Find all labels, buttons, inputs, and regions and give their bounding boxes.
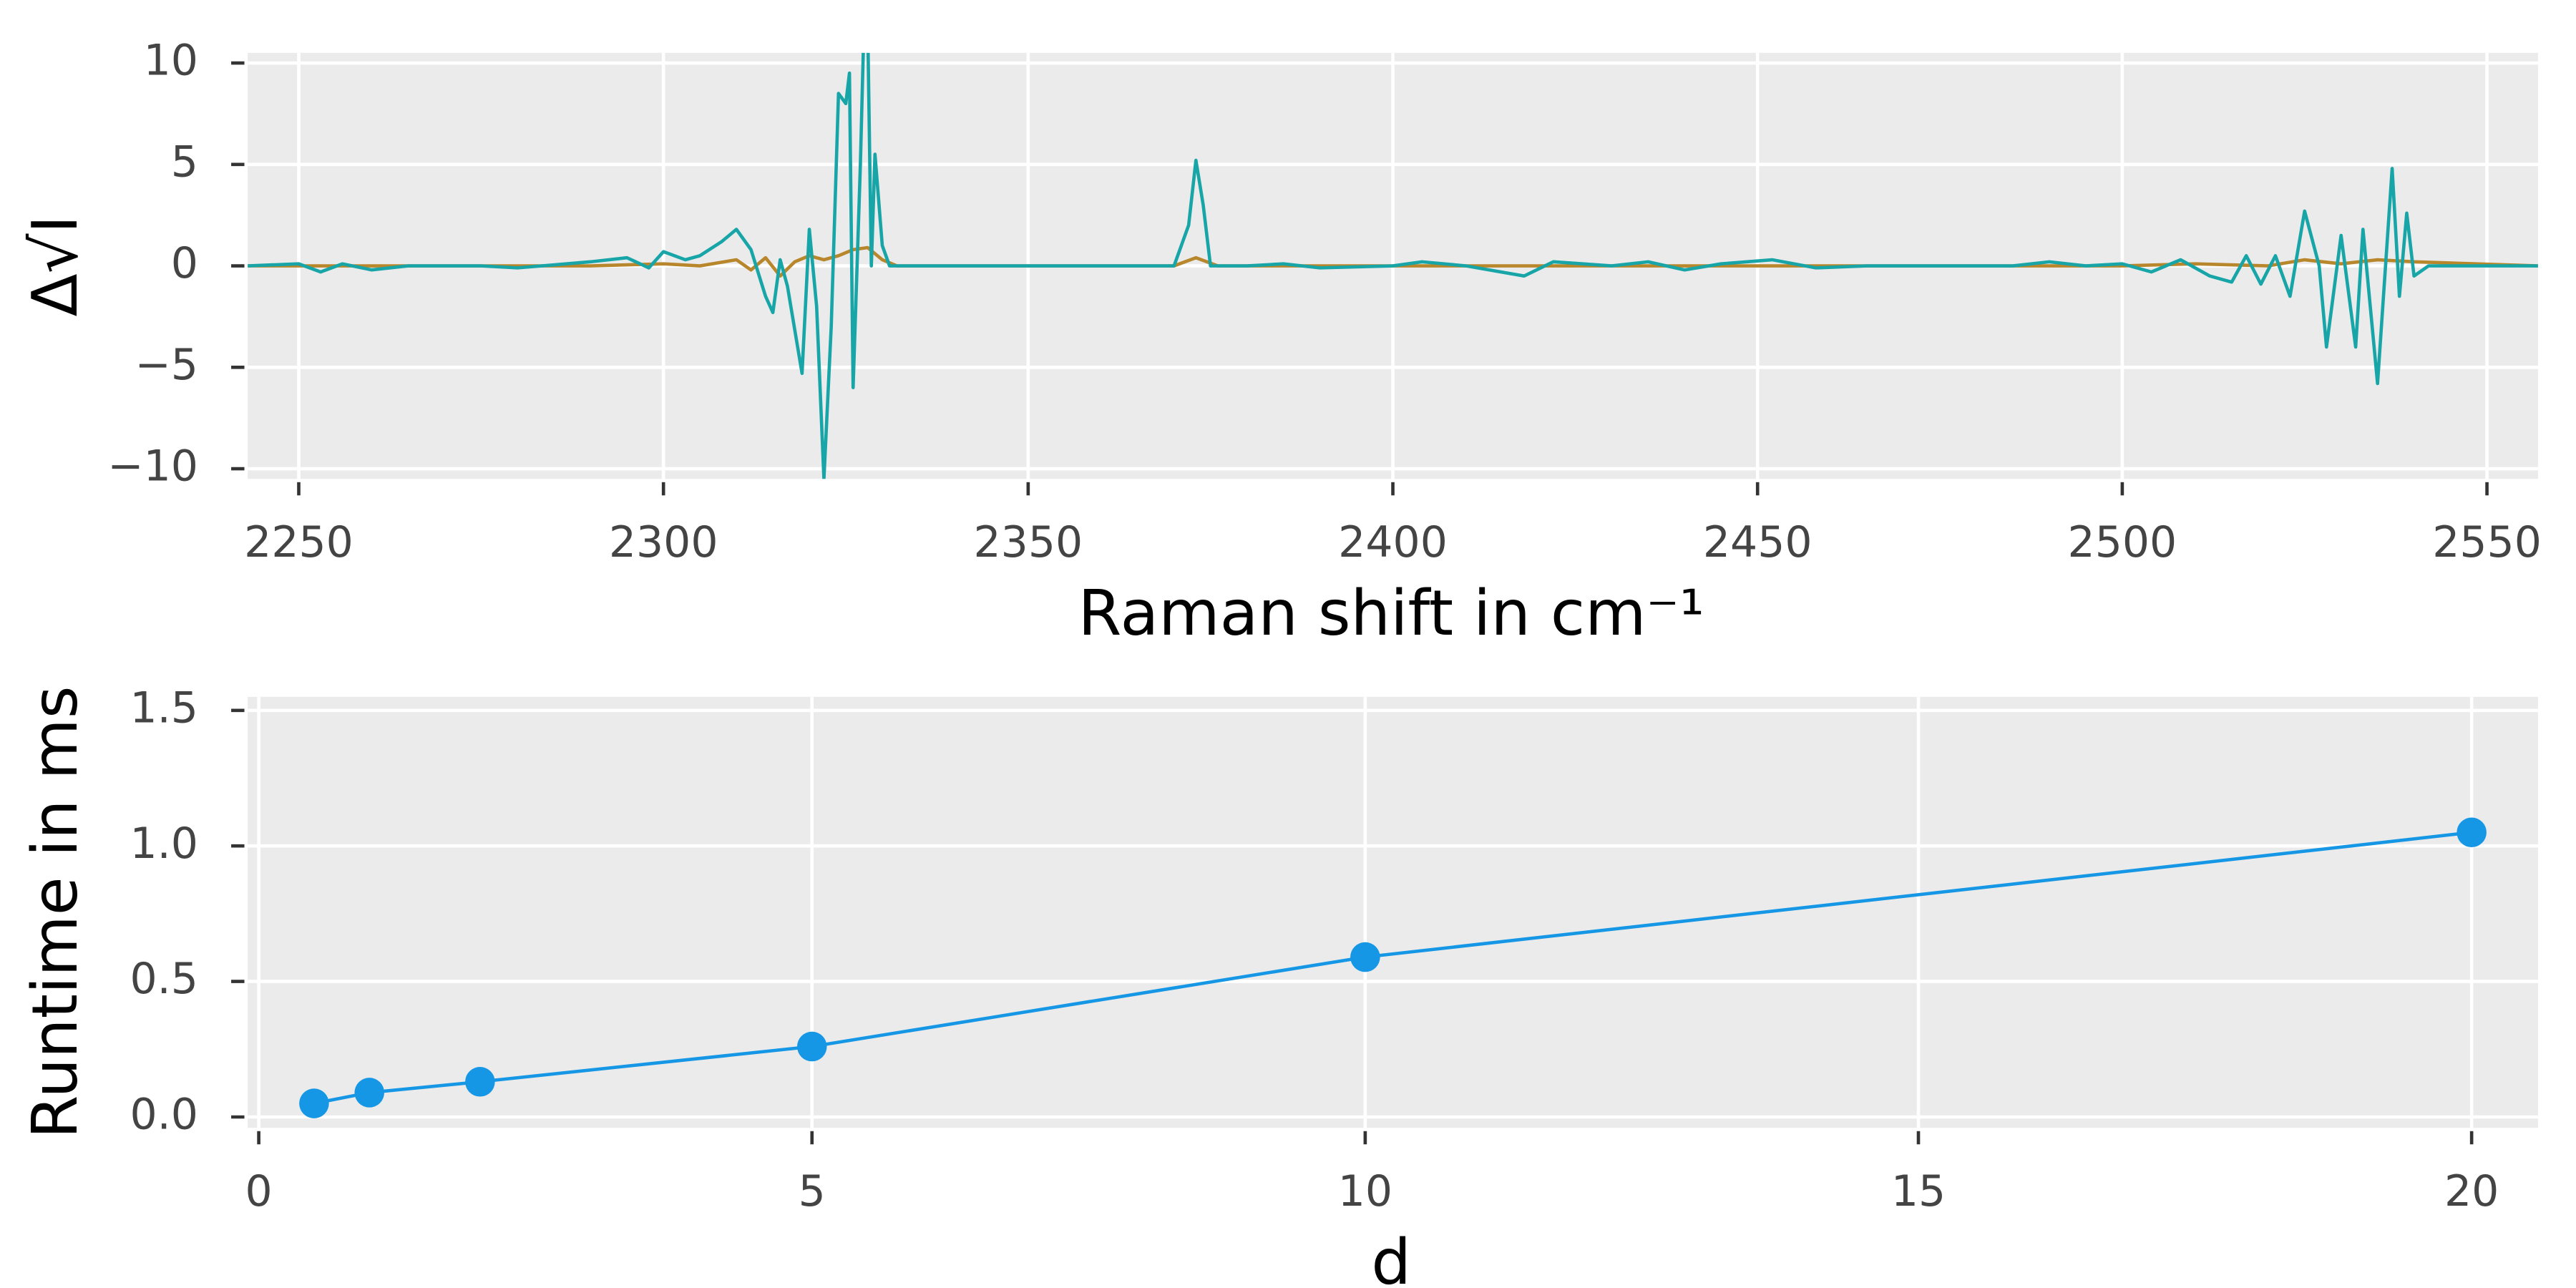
plot-area xyxy=(248,696,2538,1128)
y-tick-label: 5 xyxy=(171,137,198,187)
x-axis-label: Raman shift in cm⁻¹ xyxy=(1078,577,1704,650)
y-axis-label: Runtime in ms xyxy=(19,686,92,1138)
x-tick-label: 20 xyxy=(2444,1166,2499,1216)
x-tick-label: 2450 xyxy=(1703,517,1813,567)
marker xyxy=(796,1031,827,1062)
x-tick-label: 2400 xyxy=(1338,517,1448,567)
marker xyxy=(465,1066,495,1097)
marker xyxy=(1350,942,1380,972)
y-tick-label: 0.0 xyxy=(130,1090,198,1140)
y-tick-label: 1.0 xyxy=(130,819,198,869)
x-axis-label: d xyxy=(1371,1226,1411,1288)
x-tick-label: 2250 xyxy=(244,517,353,567)
x-tick-label: 0 xyxy=(245,1166,273,1216)
marker xyxy=(299,1088,329,1118)
x-tick-label: 2350 xyxy=(974,517,1083,567)
y-tick-label: 0 xyxy=(171,238,198,288)
y-tick-label: 1.5 xyxy=(130,683,198,733)
marker xyxy=(2457,817,2487,848)
series-group xyxy=(299,817,2487,1118)
line xyxy=(248,52,2538,479)
marker xyxy=(354,1078,385,1108)
x-tick-label: 15 xyxy=(1891,1166,1946,1216)
y-tick-label: 10 xyxy=(144,36,198,86)
x-tick-label: 2300 xyxy=(609,517,718,567)
x-tick-label: 5 xyxy=(799,1166,826,1216)
x-tick-label: 10 xyxy=(1338,1166,1392,1216)
series-group xyxy=(248,52,2538,479)
x-tick-label: 2500 xyxy=(2068,517,2177,567)
x-tick-label: 2550 xyxy=(2432,517,2542,567)
line xyxy=(248,245,2538,278)
y-tick-label: 0.5 xyxy=(130,954,198,1004)
y-axis-label: Δ√I xyxy=(19,215,92,317)
y-tick-label: −10 xyxy=(107,441,198,492)
y-tick-label: −5 xyxy=(135,340,197,390)
